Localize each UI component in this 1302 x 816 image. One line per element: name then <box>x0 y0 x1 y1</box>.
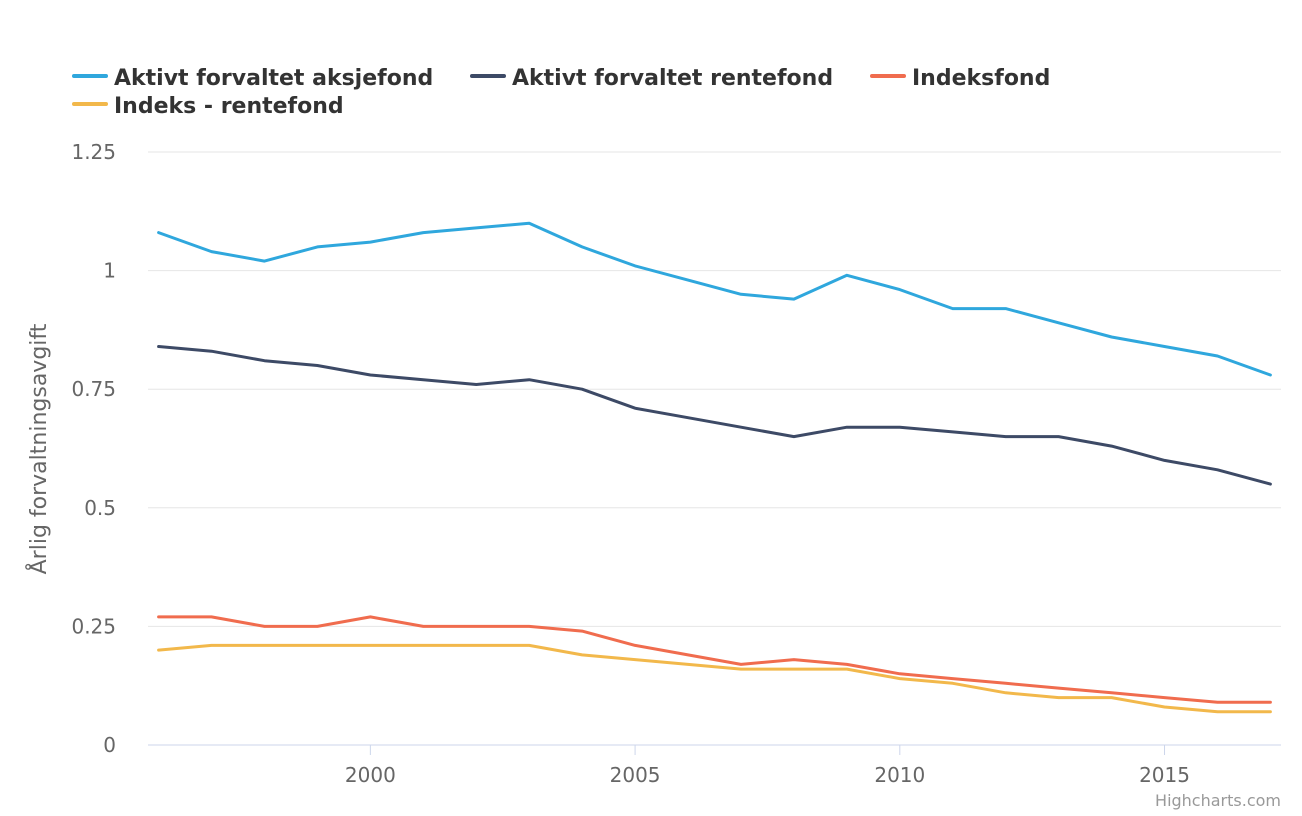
grid-lines <box>148 151 1281 627</box>
legend-label: Indeks - rentefond <box>114 94 344 119</box>
legend: Aktivt forvaltet aksjefond Aktivt forvalt… <box>72 66 1050 119</box>
y-tick-label: 1 <box>103 259 116 283</box>
legend-label: Aktivt forvaltet aksjefond <box>114 66 433 91</box>
legend-item-4[interactable]: Indeks - rentefond <box>72 94 344 119</box>
series-lines <box>157 221 1272 714</box>
series-line-2[interactable] <box>157 345 1272 486</box>
legend-label: Indeksfond <box>912 66 1050 91</box>
x-tick-label: 2010 <box>874 763 925 787</box>
series-line-4[interactable] <box>157 643 1272 714</box>
legend-item-3[interactable]: Indeksfond <box>870 66 1050 91</box>
series-line-1[interactable] <box>157 221 1272 377</box>
legend-item-2[interactable]: Aktivt forvaltet rentefond <box>470 66 833 91</box>
y-tick-label: 0 <box>103 733 116 757</box>
y-axis-title: Årlig forvaltningsavgift <box>25 323 52 574</box>
x-axis: 2000 2005 2010 2015 <box>148 744 1281 787</box>
x-tick-label: 2000 <box>345 763 396 787</box>
x-tick-label: 2005 <box>610 763 661 787</box>
legend-label: Aktivt forvaltet rentefond <box>512 66 833 91</box>
y-axis-labels: 0 0.25 0.5 0.75 1 1.25 <box>71 140 116 757</box>
series-line-3[interactable] <box>157 615 1272 704</box>
x-tick-label: 2015 <box>1139 763 1190 787</box>
y-tick-label: 0.25 <box>71 614 116 638</box>
y-tick-label: 0.75 <box>71 377 116 401</box>
y-tick-label: 0.5 <box>84 496 116 520</box>
credits-link[interactable]: Highcharts.com <box>1155 791 1281 810</box>
y-tick-label: 1.25 <box>71 140 116 164</box>
legend-item-1[interactable]: Aktivt forvaltet aksjefond <box>72 66 433 91</box>
